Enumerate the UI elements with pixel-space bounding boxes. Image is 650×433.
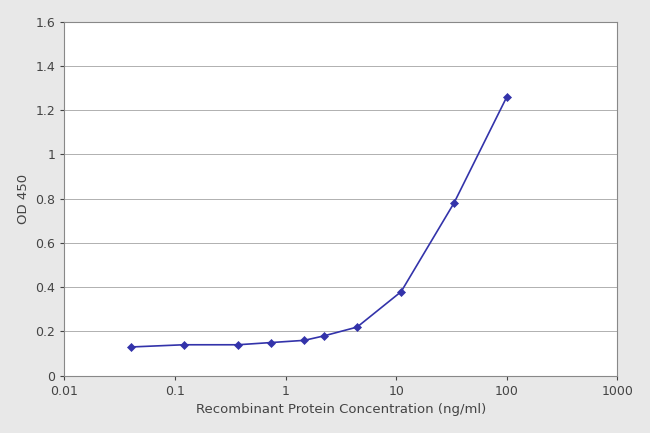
- X-axis label: Recombinant Protein Concentration (ng/ml): Recombinant Protein Concentration (ng/ml…: [196, 403, 486, 417]
- Y-axis label: OD 450: OD 450: [17, 174, 30, 224]
